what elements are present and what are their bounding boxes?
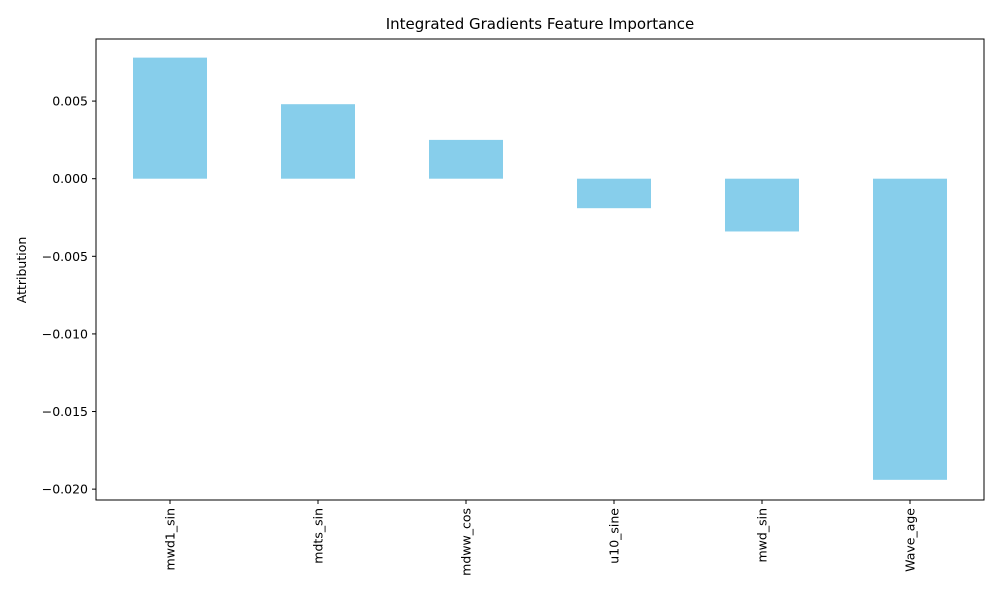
y-tick-label: 0.005 <box>52 94 88 109</box>
bar-mdww_cos <box>429 139 503 179</box>
bar-Wave_age <box>873 178 947 480</box>
y-tick-label: −0.005 <box>42 249 88 264</box>
y-tick-label: −0.010 <box>42 326 88 341</box>
y-tick-label: 0.000 <box>52 171 88 186</box>
bars-layer <box>133 57 947 480</box>
y-tick-label: −0.020 <box>42 482 88 497</box>
bar-u10_sine <box>577 178 651 209</box>
chart-title: Integrated Gradients Feature Importance <box>386 15 695 33</box>
x-axis-ticks: mwd1_sin mdts_sin mdww_cos u10_sine mwd_sin W… <box>163 500 918 576</box>
x-tick-label: mwd_sin <box>755 508 770 563</box>
y-axis-label: Attribution <box>14 237 29 304</box>
x-tick-label: mdww_cos <box>459 508 474 576</box>
x-tick-label: mwd1_sin <box>163 508 178 570</box>
y-tick-label: −0.015 <box>42 404 88 419</box>
plot-frame <box>95 38 985 501</box>
x-tick-label: u10_sine <box>607 508 622 564</box>
x-tick-label: Wave_age <box>903 508 918 572</box>
bar-mwd1_sin <box>133 57 207 179</box>
x-tick-label: mdts_sin <box>311 508 326 564</box>
bar-mdts_sin <box>281 104 355 179</box>
bar-mwd_sin <box>725 178 799 232</box>
y-axis-ticks: 0.005 0.000 −0.005 −0.010 −0.015 −0.020 <box>42 94 96 497</box>
